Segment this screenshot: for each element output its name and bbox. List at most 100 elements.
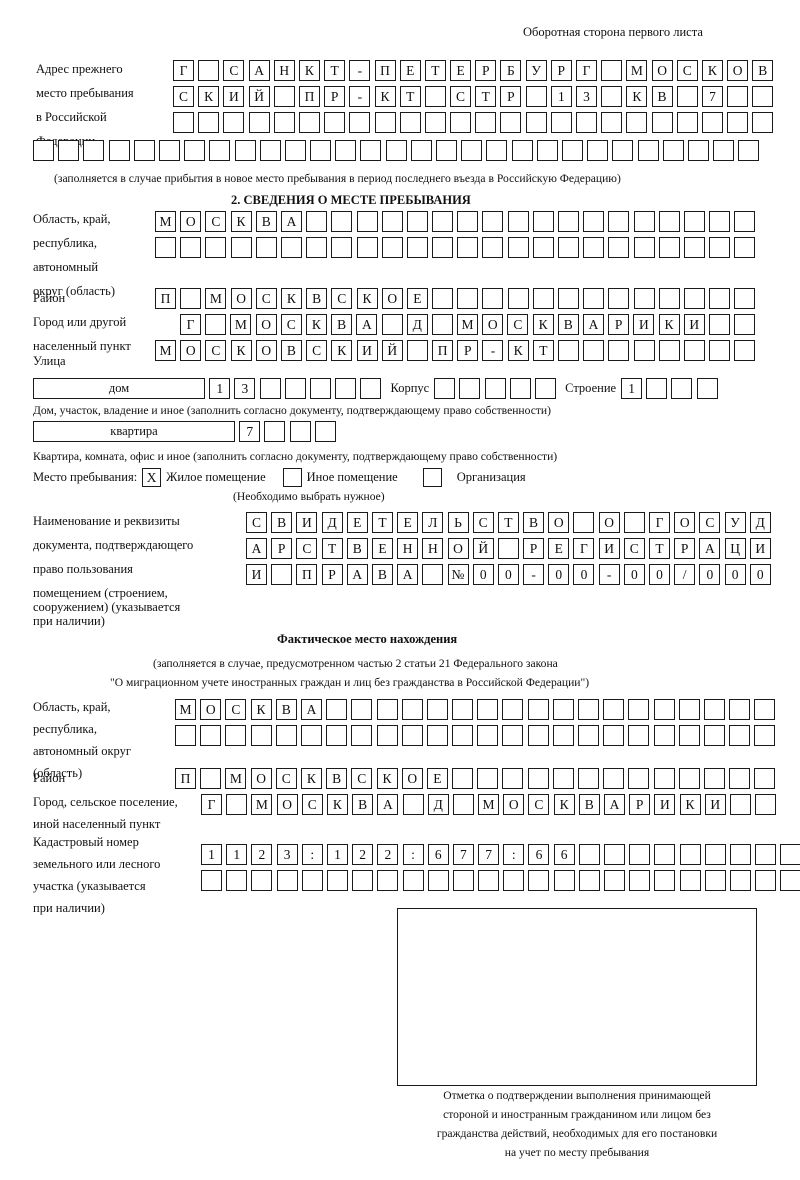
- char-cell[interactable]: [583, 211, 605, 232]
- char-cell[interactable]: [381, 237, 403, 258]
- char-cell[interactable]: [356, 211, 378, 232]
- char-cell[interactable]: [528, 870, 550, 891]
- char-cell[interactable]: О: [381, 288, 403, 309]
- char-cell[interactable]: К: [532, 314, 554, 335]
- char-cell[interactable]: И: [654, 794, 676, 815]
- char-cell[interactable]: [200, 768, 222, 789]
- char-cell[interactable]: К: [298, 60, 320, 81]
- char-cell[interactable]: [683, 211, 705, 232]
- char-cell[interactable]: 7: [239, 421, 261, 442]
- char-cell[interactable]: [314, 421, 336, 442]
- char-cell[interactable]: С: [351, 768, 373, 789]
- char-cell[interactable]: А: [397, 564, 419, 585]
- char-cell[interactable]: [578, 870, 600, 891]
- char-cell[interactable]: С: [301, 794, 323, 815]
- char-cell[interactable]: К: [679, 794, 701, 815]
- char-cell[interactable]: [727, 112, 749, 133]
- char-cell[interactable]: [377, 870, 399, 891]
- char-cell[interactable]: [683, 288, 705, 309]
- char-cell[interactable]: :: [402, 844, 424, 865]
- char-cell[interactable]: 0: [699, 564, 721, 585]
- char-cell[interactable]: [284, 140, 306, 161]
- char-cell[interactable]: А: [356, 314, 378, 335]
- char-cell[interactable]: №: [447, 564, 469, 585]
- char-cell[interactable]: [432, 288, 454, 309]
- char-cell[interactable]: -: [523, 564, 545, 585]
- char-cell[interactable]: [503, 870, 525, 891]
- char-cell[interactable]: [687, 140, 709, 161]
- char-cell[interactable]: -: [598, 564, 620, 585]
- char-cell[interactable]: [250, 725, 272, 746]
- char-cell[interactable]: [436, 140, 457, 161]
- char-cell[interactable]: [155, 237, 176, 258]
- confirmation-stamp-box[interactable]: [397, 908, 757, 1086]
- char-cell[interactable]: [410, 140, 432, 161]
- char-cell[interactable]: С: [472, 512, 494, 533]
- char-cell[interactable]: Т: [371, 512, 393, 533]
- char-cell[interactable]: С: [173, 86, 194, 107]
- char-cell[interactable]: К: [701, 60, 723, 81]
- char-cell[interactable]: Й: [248, 86, 270, 107]
- char-cell[interactable]: Е: [426, 768, 448, 789]
- char-cell[interactable]: [734, 211, 756, 232]
- char-cell[interactable]: -: [349, 60, 371, 81]
- char-cell[interactable]: [708, 314, 730, 335]
- char-cell[interactable]: [360, 378, 382, 399]
- char-cell[interactable]: [583, 340, 605, 361]
- char-cell[interactable]: Й: [472, 538, 494, 559]
- char-cell[interactable]: О: [276, 794, 298, 815]
- char-cell[interactable]: 2: [251, 844, 273, 865]
- char-cell[interactable]: О: [598, 512, 620, 533]
- char-cell[interactable]: [578, 844, 600, 865]
- char-cell[interactable]: [629, 844, 651, 865]
- char-cell[interactable]: О: [727, 60, 749, 81]
- char-cell[interactable]: [734, 340, 756, 361]
- char-cell[interactable]: Р: [271, 538, 293, 559]
- char-cell[interactable]: [335, 140, 357, 161]
- char-cell[interactable]: [251, 870, 273, 891]
- char-cell[interactable]: [704, 870, 726, 891]
- char-cell[interactable]: К: [198, 86, 220, 107]
- char-cell[interactable]: [527, 699, 549, 720]
- char-cell[interactable]: С: [306, 340, 328, 361]
- char-cell[interactable]: 7: [701, 86, 723, 107]
- char-cell[interactable]: [431, 314, 453, 335]
- char-cell[interactable]: И: [683, 314, 705, 335]
- char-cell[interactable]: [205, 237, 227, 258]
- char-cell[interactable]: [608, 340, 630, 361]
- char-cell[interactable]: [612, 140, 634, 161]
- char-cell[interactable]: С: [255, 288, 277, 309]
- char-cell[interactable]: [273, 112, 295, 133]
- stay-type-checkbox-residential[interactable]: X: [142, 468, 162, 487]
- char-cell[interactable]: [284, 378, 306, 399]
- char-cell[interactable]: [452, 870, 474, 891]
- char-cell[interactable]: [734, 237, 756, 258]
- char-cell[interactable]: [553, 870, 575, 891]
- char-cell[interactable]: [484, 378, 506, 399]
- char-cell[interactable]: Р: [608, 314, 630, 335]
- char-cell[interactable]: П: [296, 564, 318, 585]
- char-cell[interactable]: Т: [324, 60, 346, 81]
- char-cell[interactable]: [300, 725, 322, 746]
- char-cell[interactable]: /: [674, 564, 696, 585]
- char-cell[interactable]: [628, 768, 650, 789]
- char-cell[interactable]: [628, 725, 650, 746]
- char-cell[interactable]: [158, 140, 180, 161]
- char-cell[interactable]: О: [255, 314, 277, 335]
- char-cell[interactable]: И: [356, 340, 378, 361]
- char-cell[interactable]: [201, 870, 222, 891]
- char-cell[interactable]: П: [374, 60, 396, 81]
- char-cell[interactable]: [426, 699, 448, 720]
- char-cell[interactable]: Й: [381, 340, 403, 361]
- char-cell[interactable]: Н: [422, 538, 444, 559]
- char-cell[interactable]: Г: [649, 512, 670, 533]
- char-cell[interactable]: [385, 140, 407, 161]
- char-cell[interactable]: [651, 112, 673, 133]
- char-cell[interactable]: Р: [475, 60, 497, 81]
- char-cell[interactable]: 7: [478, 844, 500, 865]
- char-cell[interactable]: [532, 237, 554, 258]
- char-cell[interactable]: [578, 768, 599, 789]
